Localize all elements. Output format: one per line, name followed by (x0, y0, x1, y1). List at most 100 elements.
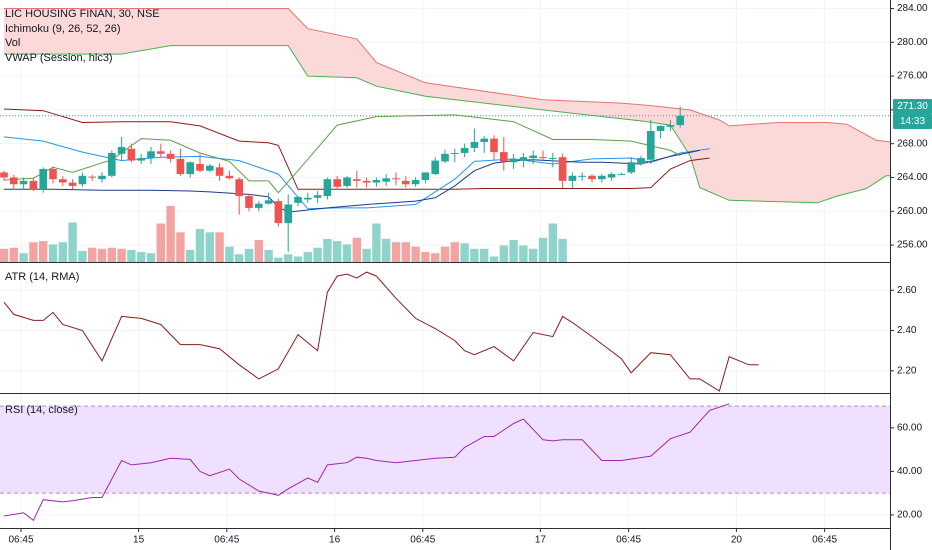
candle-body (255, 203, 263, 208)
axis-tick-label: 20.00 (897, 510, 922, 521)
volume-bar (284, 254, 293, 262)
axis-tick-label: 17 (535, 535, 547, 546)
volume-bar (352, 237, 361, 262)
candle (451, 148, 459, 163)
rsi-line (3, 403, 730, 522)
legend-volume[interactable]: Vol (5, 37, 21, 49)
volume-bar (489, 256, 499, 262)
axis-tick-label: 280.00 (897, 37, 928, 48)
span-a-line (4, 8, 890, 143)
volume-bar (88, 247, 97, 262)
volume-bar (509, 240, 518, 262)
volume-bar (470, 248, 479, 262)
candle (441, 149, 449, 164)
volume-bar (254, 240, 263, 262)
candle-body (598, 175, 606, 180)
candle (647, 120, 655, 164)
candle (59, 175, 67, 186)
chikou-line (3, 114, 681, 194)
candle (245, 194, 253, 212)
candle (549, 152, 557, 168)
candle-body (10, 177, 18, 185)
candle-body (411, 180, 420, 185)
volume-bar (529, 248, 538, 262)
volume-bar (333, 241, 342, 262)
axis-tick-label: 16 (329, 535, 341, 546)
candle-body (304, 197, 312, 200)
axis-tick-label: 260.00 (897, 206, 928, 217)
candle (176, 148, 185, 176)
rsi-band (0, 405, 890, 494)
candle-body (137, 158, 145, 161)
candle-body (186, 162, 194, 175)
legend-vwap[interactable]: VWAP (Session, hlc3) (5, 51, 113, 64)
volume-bar (9, 247, 18, 262)
candle-body (500, 152, 508, 162)
volume-bar (235, 254, 244, 262)
volume-bar (146, 253, 156, 262)
candle (166, 150, 175, 163)
volume-bar (117, 248, 126, 262)
candle (157, 143, 165, 158)
candle-body (98, 175, 106, 180)
axis-tick-label: 264.00 (897, 172, 928, 183)
candle-body (235, 179, 243, 197)
candle (529, 150, 537, 164)
volume-bar (411, 246, 420, 262)
axis-tick-label: 06:45 (616, 535, 641, 546)
candle (617, 172, 626, 176)
volume-bar (303, 252, 312, 262)
candle (206, 163, 214, 173)
candle (666, 120, 675, 131)
volume-bars (0, 205, 567, 262)
axis-tick-label: 15 (133, 535, 145, 546)
axis-tick-label: 276.00 (897, 71, 928, 82)
candle-body (39, 169, 47, 190)
axis-tick-label: 256.00 (897, 240, 928, 251)
rsi-title: RSI (14, close) (5, 404, 78, 416)
candle (578, 172, 586, 181)
atr-legend[interactable]: ATR (14, RMA) (5, 270, 79, 285)
candle-body (402, 180, 410, 185)
candle-body (529, 155, 537, 159)
kijun-line (3, 108, 710, 190)
rsi-legend[interactable]: RSI (14, close) (5, 403, 78, 418)
candle-body (343, 177, 351, 186)
volume-bar (440, 246, 450, 262)
last-price-tag: 271.30 (893, 99, 932, 114)
candle (558, 153, 567, 189)
candle (0, 170, 8, 181)
main-legend: LIC HOUSING FINAN, 30, NSE Ichimoku (9, … (5, 7, 160, 65)
legend-ichimoku[interactable]: Ichimoku (9, 26, 52, 26) (5, 22, 121, 35)
volume-bar (205, 232, 214, 262)
candles[interactable] (0, 106, 684, 252)
candle-body (666, 125, 675, 127)
candle (372, 177, 381, 187)
countdown-tag: 14:33 (893, 114, 932, 129)
candle (480, 136, 488, 153)
candle-body (225, 175, 234, 179)
axis-tick-label: 2.20 (897, 365, 917, 376)
candle (108, 150, 116, 178)
volume-bar (186, 249, 195, 262)
ichimoku-cloud (4, 8, 890, 203)
candle (284, 194, 292, 252)
candle-body (147, 151, 155, 159)
candle-body (78, 175, 87, 185)
axis-tick-label: 284.00 (897, 3, 928, 14)
candle-body (578, 175, 586, 177)
volume-bar (323, 238, 332, 262)
volume-bar (48, 244, 58, 262)
candle-body (431, 160, 439, 175)
volume-bar (107, 247, 116, 262)
candle (676, 106, 684, 128)
candle (637, 155, 645, 166)
candle-body (607, 174, 616, 178)
candle-body (568, 175, 577, 181)
volume-bar (264, 249, 273, 262)
candle-body (539, 157, 547, 159)
candle-body (215, 167, 224, 176)
volume-bar (382, 238, 391, 262)
volume-bar (19, 253, 28, 262)
